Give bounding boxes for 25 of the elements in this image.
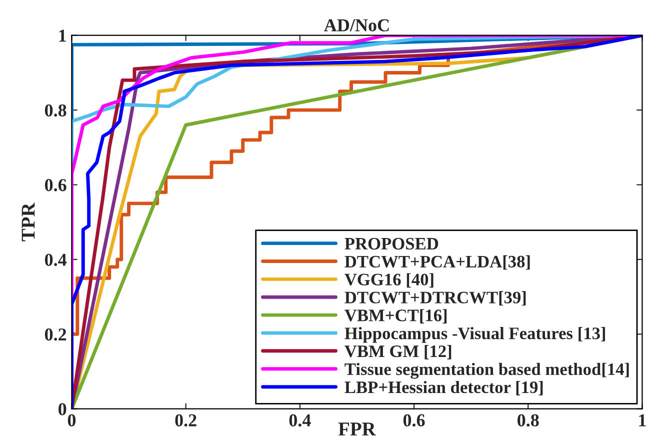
x-tick-label: 0.4 — [289, 414, 311, 426]
legend-label: VBM GM [12] — [344, 344, 452, 360]
x-tick-label: 0.8 — [518, 414, 539, 426]
x-tick-label: 0.6 — [403, 414, 425, 426]
legend-label: Tissue segmentation based method[14] — [344, 362, 629, 379]
x-tick-label: 0.2 — [175, 414, 196, 426]
y-tick-label: 0.4 — [44, 254, 67, 266]
legend-label: VBM+CT[16] — [344, 309, 447, 324]
x-axis-title: FPR — [338, 422, 376, 436]
legend-label: VGG16 [40] — [344, 273, 434, 288]
legend-label: DTCWT+DTRCWT[39] — [344, 291, 526, 306]
chart-title: AD/NoC — [324, 19, 389, 32]
x-tick-label: 1 — [639, 414, 646, 426]
line-series — [72, 35, 642, 409]
x-tick-label: 0 — [68, 414, 76, 426]
y-axis-title: TPR — [22, 202, 35, 242]
y-tick-label: 0.2 — [44, 328, 66, 341]
y-tick-label: 1 — [59, 30, 66, 42]
legend-label: PROPOSED — [344, 238, 438, 250]
legend-label: DTCWT+PCA+LDA[38] — [344, 255, 530, 270]
y-tick-label: 0 — [58, 403, 66, 416]
legend-label: Hippocampus -Visual Features [13] — [344, 327, 605, 343]
legend-label: LBP+Hessian detector [19] — [344, 380, 543, 396]
y-tick-label: 0.8 — [44, 104, 66, 117]
y-tick-label: 0.6 — [44, 179, 66, 192]
